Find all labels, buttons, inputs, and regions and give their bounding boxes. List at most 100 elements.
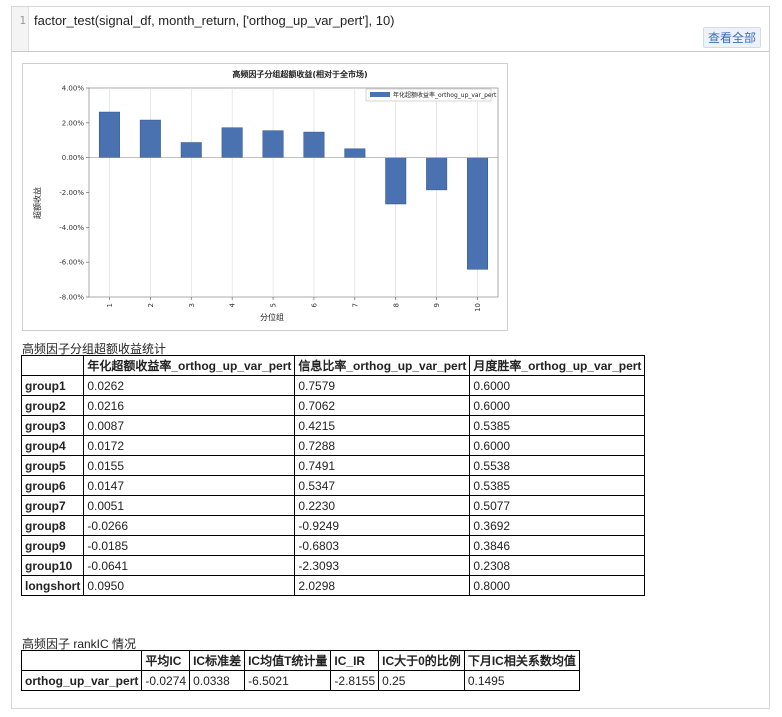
y-tick-label: 0.00% bbox=[62, 154, 85, 162]
row-label: group1 bbox=[20, 375, 85, 396]
x-tick-label: 5 bbox=[270, 303, 278, 307]
table-cell: -2.3093 bbox=[294, 555, 471, 576]
bar-1 bbox=[98, 111, 120, 158]
table-cell: 0.5385 bbox=[469, 415, 646, 436]
x-tick-label: 3 bbox=[188, 303, 196, 307]
table-cell: 0.5538 bbox=[469, 455, 646, 476]
table-cell: 0.2308 bbox=[469, 555, 646, 576]
y-tick-label: 4.00% bbox=[62, 85, 85, 93]
table1-caption: 高频因子分组超额收益统计 bbox=[22, 342, 167, 356]
table-cell: 0.0147 bbox=[83, 475, 296, 496]
table2-header-cell: IC_IR bbox=[330, 650, 380, 671]
x-tick-label: 4 bbox=[229, 302, 237, 307]
code-text[interactable]: factor_test(signal_df, month_return, ['o… bbox=[34, 13, 395, 28]
table2-header-cell: 下月IC相关系数均值 bbox=[463, 650, 580, 671]
bar-7 bbox=[344, 148, 366, 158]
bar-10 bbox=[467, 157, 489, 270]
table-cell: 0.0172 bbox=[83, 435, 296, 456]
table2-header-cell: 平均IC bbox=[141, 650, 191, 671]
row-label: group3 bbox=[20, 415, 85, 436]
table-cell: 0.1495 bbox=[463, 670, 580, 691]
table-cell: 0.6000 bbox=[469, 395, 646, 416]
view-all-button[interactable]: 查看全部 bbox=[702, 27, 761, 48]
table-cell: 0.0155 bbox=[83, 455, 296, 476]
table-cell: 0.7579 bbox=[294, 375, 471, 396]
table2-header-cell: IC标准差 bbox=[189, 650, 246, 671]
table-cell: -0.9249 bbox=[294, 515, 471, 536]
table1-header-cell bbox=[20, 355, 85, 376]
x-tick-label: 2 bbox=[147, 303, 155, 307]
y-tick-label: -6.00% bbox=[59, 259, 84, 267]
table2-header-cell: IC均值T统计量 bbox=[244, 650, 332, 671]
table-cell: 0.25 bbox=[378, 670, 465, 691]
table-row: group8 -0.0266 -0.9249 0.3692 bbox=[20, 515, 646, 536]
bar-chart: 高频因子分组超额收益(相对于全市场) 4.00% 2.00% 0.00% -2.00%… bbox=[22, 63, 508, 331]
bar-2 bbox=[139, 119, 161, 158]
table-cell: 0.7288 bbox=[294, 435, 471, 456]
y-tick-label: -4.00% bbox=[59, 224, 84, 232]
table2-header-cell: IC大于0的比例 bbox=[378, 650, 465, 671]
bar-4 bbox=[221, 127, 243, 158]
table-cell: 0.0087 bbox=[83, 415, 296, 436]
table-cell: -0.0274 bbox=[141, 670, 191, 691]
line-number: 1 bbox=[19, 14, 26, 27]
table-row: group9 -0.0185 -0.6803 0.3846 bbox=[20, 535, 646, 556]
table-cell: -0.0641 bbox=[83, 555, 296, 576]
table-row: group4 0.0172 0.7288 0.6000 bbox=[20, 435, 646, 456]
chart-title: 高频因子分组超额收益(相对于全市场) bbox=[232, 69, 367, 79]
chart-bars bbox=[98, 111, 489, 270]
chart-grid bbox=[88, 87, 499, 298]
table-cell: -2.8155 bbox=[330, 670, 380, 691]
x-tick-label: 8 bbox=[392, 303, 400, 307]
table-cell: 0.5347 bbox=[294, 475, 471, 496]
code-input-cell[interactable]: 1 factor_test(signal_df, month_return, [… bbox=[12, 7, 769, 52]
x-tick-label: 7 bbox=[351, 303, 359, 307]
line-gutter: 1 bbox=[12, 7, 29, 51]
table-row: group10 -0.0641 -2.3093 0.2308 bbox=[20, 555, 646, 576]
cell-output: 高频因子分组超额收益(相对于全市场) 4.00% 2.00% 0.00% -2.00%… bbox=[12, 52, 769, 708]
table-cell: -6.5021 bbox=[244, 670, 332, 691]
chart-svg: 高频因子分组超额收益(相对于全市场) 4.00% 2.00% 0.00% -2.00%… bbox=[32, 69, 499, 322]
table1-header-row: 年化超额收益率_orthog_up_var_pert 信息比率_orthog_up… bbox=[20, 355, 646, 376]
table-cell: 0.3692 bbox=[469, 515, 646, 536]
table1-header-cell: 年化超额收益率_orthog_up_var_pert bbox=[83, 355, 296, 376]
table-cell: 0.6000 bbox=[469, 375, 646, 396]
table-row: group2 0.0216 0.7062 0.6000 bbox=[20, 395, 646, 416]
notebook-cell: 1 factor_test(signal_df, month_return, [… bbox=[11, 6, 770, 709]
y-tick-label: -8.00% bbox=[59, 294, 84, 302]
row-label: orthog_up_var_pert bbox=[20, 670, 143, 691]
y-axis-label: 超额收益 bbox=[32, 187, 42, 219]
bar-5 bbox=[262, 130, 284, 158]
x-tick-label: 1 bbox=[106, 303, 114, 307]
table2-header-cell bbox=[20, 650, 143, 671]
table-row: group6 0.0147 0.5347 0.5385 bbox=[20, 475, 646, 496]
x-tick-label: 10 bbox=[474, 303, 482, 312]
group-returns-table: 年化超额收益率_orthog_up_var_pert 信息比率_orthog_up… bbox=[20, 355, 646, 596]
legend-series-name: 年化超额收益率_orthog_up_var_pert bbox=[393, 91, 497, 99]
row-label: longshort bbox=[20, 575, 85, 596]
chart-legend: 年化超额收益率_orthog_up_var_pert bbox=[365, 88, 497, 102]
bar-8 bbox=[385, 157, 407, 205]
table-cell: 2.0298 bbox=[294, 575, 471, 596]
table-cell: 0.3846 bbox=[469, 535, 646, 556]
table-cell: 0.5385 bbox=[469, 475, 646, 496]
table2-caption: 高频因子 rankIC 情况 bbox=[22, 637, 137, 651]
table-cell: 0.0950 bbox=[83, 575, 296, 596]
row-label: group8 bbox=[20, 515, 85, 536]
table-cell: -0.0185 bbox=[83, 535, 296, 556]
y-tick-label: -2.00% bbox=[59, 189, 84, 197]
y-tick-label: 2.00% bbox=[62, 119, 85, 127]
table-row: group1 0.0262 0.7579 0.6000 bbox=[20, 375, 646, 396]
table-cell: 0.2230 bbox=[294, 495, 471, 516]
table-cell: -0.0266 bbox=[83, 515, 296, 536]
table-cell: 0.8000 bbox=[469, 575, 646, 596]
table-row: longshort 0.0950 2.0298 0.8000 bbox=[20, 575, 646, 596]
table-cell: 0.7062 bbox=[294, 395, 471, 416]
table1-header-cell: 信息比率_orthog_up_var_pert bbox=[294, 355, 471, 376]
bar-9 bbox=[426, 157, 448, 191]
table-row: group7 0.0051 0.2230 0.5077 bbox=[20, 495, 646, 516]
row-label: group4 bbox=[20, 435, 85, 456]
table-row: group3 0.0087 0.4215 0.5385 bbox=[20, 415, 646, 436]
table-cell: 0.0216 bbox=[83, 395, 296, 416]
row-label: group6 bbox=[20, 475, 85, 496]
